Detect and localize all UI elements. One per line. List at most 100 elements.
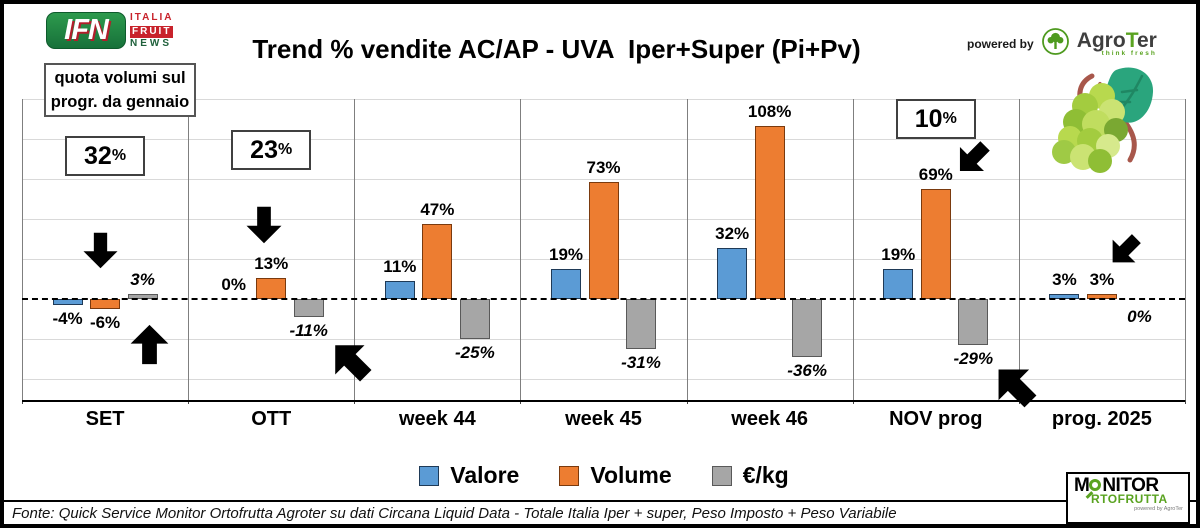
value-label-valore-set: -4% (52, 309, 83, 329)
legend: Valore Volume €/kg (4, 462, 1196, 489)
axis-tick (520, 400, 522, 404)
bar--kg-week-44 (459, 299, 490, 339)
value-label-volume-week-44: 47% (420, 199, 455, 219)
agroter-tagline: think fresh (1101, 49, 1157, 57)
bar--kg-week-46 (792, 299, 823, 357)
quota-box-nov-prog: 10% (895, 99, 976, 139)
monitor-ortofrutta-logo: M NITOR RTOFRUTTA powered by AgroTer (1066, 472, 1190, 524)
bar-valore-nov-prog (883, 268, 914, 299)
column-separator (520, 99, 522, 404)
ortofrutta-wordmark: RTOFRUTTA (1091, 492, 1168, 506)
gridline (22, 139, 1185, 140)
bar-volume-week-45 (588, 182, 619, 299)
value-label-volume-prog-2025: 3% (1089, 270, 1115, 290)
gridline (22, 379, 1185, 380)
value-label--kg-ott: -11% (289, 320, 328, 340)
legend-item-valore: Valore (419, 462, 519, 489)
value-label-volume-week-46: 108% (747, 102, 792, 122)
arrow-up-left (981, 352, 1047, 418)
zero-baseline (22, 298, 1185, 300)
quota-note-box: quota volumi sul progr. da gennaio (44, 63, 196, 117)
category-label-prog-2025: prog. 2025 (1051, 408, 1152, 430)
value-label--kg-week-46: -36% (787, 360, 827, 380)
bar-volume-nov-prog (920, 188, 951, 299)
arrow-down (82, 232, 119, 269)
agroter-brand: powered by AgroTer think fresh (967, 28, 1157, 60)
value-label-valore-week-45: 19% (548, 244, 584, 264)
arrow-up (129, 324, 170, 365)
bar--kg-nov-prog (958, 299, 989, 346)
bar-volume-week-44 (422, 223, 453, 299)
axis-tick (686, 400, 688, 404)
value-label-volume-nov-prog: 69% (918, 164, 953, 184)
column-separator (852, 99, 854, 404)
value-label-valore-ott: 0% (221, 275, 246, 294)
monitor-wordmark: M NITOR (1074, 475, 1159, 496)
value-label-valore-nov-prog: 19% (881, 244, 916, 264)
powered-by-label: powered by (967, 37, 1034, 51)
category-label-week-44: week 44 (398, 408, 476, 430)
value-label-volume-ott: 13% (254, 254, 289, 274)
quota-box-ott: 23% (231, 130, 312, 170)
ifn-fruit: FRUIT (130, 26, 174, 38)
bar-valore-week-44 (384, 281, 415, 299)
column-separator (188, 99, 190, 404)
legend-label: €/kg (742, 462, 789, 488)
footer-divider (4, 500, 1196, 502)
arrow-down (245, 206, 283, 244)
axis-tick (354, 400, 356, 404)
legend-swatch (711, 465, 732, 486)
value-label-volume-week-45: 73% (586, 158, 621, 178)
gridline (22, 339, 1185, 340)
column-separator (1185, 99, 1186, 404)
legend-item-volume: Volume (559, 462, 672, 489)
ifn-italia: ITALIA (130, 12, 174, 23)
value-label--kg-week-44: -25% (455, 343, 495, 362)
value-label-valore-week-44: 11% (383, 257, 417, 277)
category-label-week-45: week 45 (565, 408, 642, 430)
value-label--kg-set: 3% (130, 270, 155, 290)
column-separator (1018, 99, 1020, 404)
legend-swatch (559, 465, 580, 486)
gridline (22, 99, 1185, 100)
agroter-tree-icon (1041, 28, 1069, 60)
arrow-up-left (319, 329, 383, 393)
plot-area: -4% 0% 11% 19% 32% 19% 3% -6% 13% 47% 73% 108% 69% 3%… (4, 4, 1196, 524)
value-label-valore-prog-2025: 3% (1052, 270, 1077, 290)
source-note: Fonte: Quick Service Monitor Ortofrutta … (12, 505, 897, 522)
axis-tick (22, 400, 23, 404)
grapes-illustration (1040, 62, 1160, 190)
legend-label: Volume (590, 462, 672, 488)
axis-tick (852, 400, 854, 404)
legend-label: Valore (450, 462, 520, 488)
monitor-powered-by: powered by AgroTer (1134, 506, 1183, 512)
bar-volume-set (90, 299, 121, 309)
value-label--kg-prog-2025: 0% (1127, 307, 1152, 326)
category-label-ott: OTT (251, 408, 292, 430)
quota-box-set: 32% (65, 136, 146, 176)
ifn-logo-text: ITALIA FRUIT NEWS (130, 12, 174, 50)
arrow-down-left (946, 132, 998, 184)
axis-tick (188, 400, 190, 404)
column-separator (22, 99, 23, 404)
category-label-week-46: week 46 (731, 408, 808, 430)
value-label--kg-week-45: -31% (621, 352, 661, 372)
column-separator (686, 99, 688, 404)
magnifier-icon (1089, 479, 1102, 491)
axis-tick (1185, 400, 1186, 404)
value-label-valore-week-46: 32% (715, 223, 750, 243)
bar--kg-week-45 (626, 299, 656, 349)
chart-title: Trend % vendite AC/AP - UVA Iper+Super (… (252, 34, 861, 64)
gridline (22, 179, 1185, 180)
bar-valore-week-45 (551, 268, 581, 299)
value-label-volume-set: -6% (89, 312, 121, 332)
agroter-wordmark: AgroTer think fresh (1076, 28, 1157, 57)
arrow-down-left (1100, 226, 1149, 275)
ifn-logo-icon: IFN (46, 12, 126, 49)
value-label--kg-nov-prog: -29% (953, 349, 994, 369)
category-label-nov-prog: NOV prog (889, 408, 983, 430)
ifn-news: NEWS (130, 38, 172, 49)
bar-valore-week-46 (717, 247, 748, 299)
ifn-logo: IFN ITALIA FRUIT NEWS (46, 12, 174, 50)
